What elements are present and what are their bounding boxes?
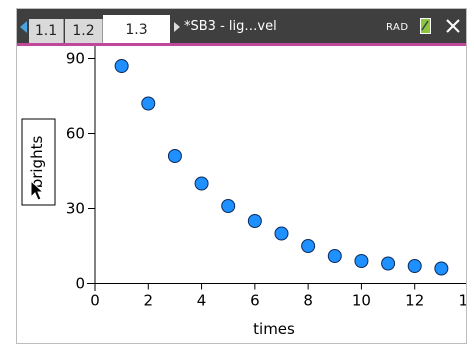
data-point[interactable] bbox=[381, 256, 396, 271]
data-point[interactable] bbox=[327, 249, 342, 263]
y-axis-label[interactable]: brights bbox=[28, 136, 46, 189]
x-tick-label: 8 bbox=[303, 292, 313, 310]
y-tick-label: 60 bbox=[66, 125, 85, 143]
x-tick-label: 0 bbox=[90, 292, 100, 310]
data-point[interactable] bbox=[354, 254, 369, 268]
data-point[interactable] bbox=[301, 239, 316, 253]
x-tick-label: 14 bbox=[458, 292, 467, 310]
x-tick-label: 2 bbox=[144, 292, 154, 310]
axes bbox=[87, 46, 466, 291]
data-point[interactable] bbox=[407, 259, 422, 273]
document-title: *SB3 - lig…vel bbox=[184, 19, 277, 34]
x-ticks: 0 2 4 6 8 10 12 14 bbox=[90, 283, 467, 310]
data-point[interactable] bbox=[221, 199, 236, 213]
x-tick-label: 12 bbox=[405, 292, 424, 310]
data-point[interactable] bbox=[167, 149, 182, 163]
tab-1-1[interactable]: 1.1 bbox=[29, 19, 64, 43]
x-tick-label: 6 bbox=[250, 292, 260, 310]
scatter-plot[interactable]: 0 2 4 6 8 10 12 14 0 30 60 90 times brights bbox=[17, 9, 467, 344]
y-tick-label: 0 bbox=[75, 275, 85, 293]
doc-arrow-icon bbox=[174, 22, 180, 32]
y-tick-label: 90 bbox=[66, 50, 85, 68]
close-icon[interactable] bbox=[444, 17, 462, 35]
tab-bar: 1.1 1.2 1.3 *SB3 - lig…vel RAD bbox=[17, 9, 466, 46]
battery-icon bbox=[420, 18, 431, 34]
data-point[interactable] bbox=[194, 176, 209, 191]
data-point[interactable] bbox=[247, 214, 262, 228]
y-ticks: 0 30 60 90 bbox=[66, 50, 95, 293]
data-point[interactable] bbox=[141, 96, 156, 111]
data-point[interactable] bbox=[274, 226, 289, 241]
x-tick-label: 4 bbox=[197, 292, 207, 310]
left-arrow-icon[interactable] bbox=[20, 21, 27, 33]
data-point[interactable] bbox=[114, 59, 129, 73]
tab-1-2[interactable]: 1.2 bbox=[65, 19, 103, 43]
accent-line bbox=[17, 43, 466, 46]
x-tick-label: 10 bbox=[352, 292, 371, 310]
mouse-pointer-icon bbox=[30, 179, 45, 201]
x-axis-label[interactable]: times bbox=[253, 320, 295, 338]
angle-mode-indicator: RAD bbox=[386, 22, 409, 33]
tab-1-3[interactable]: 1.3 bbox=[103, 15, 170, 46]
y-tick-label: 30 bbox=[66, 200, 85, 218]
data-points bbox=[114, 59, 449, 276]
data-point[interactable] bbox=[434, 261, 449, 276]
calculator-screen: 1.1 1.2 1.3 *SB3 - lig…vel RAD 0 2 4 6 8 10 12… bbox=[16, 8, 467, 344]
